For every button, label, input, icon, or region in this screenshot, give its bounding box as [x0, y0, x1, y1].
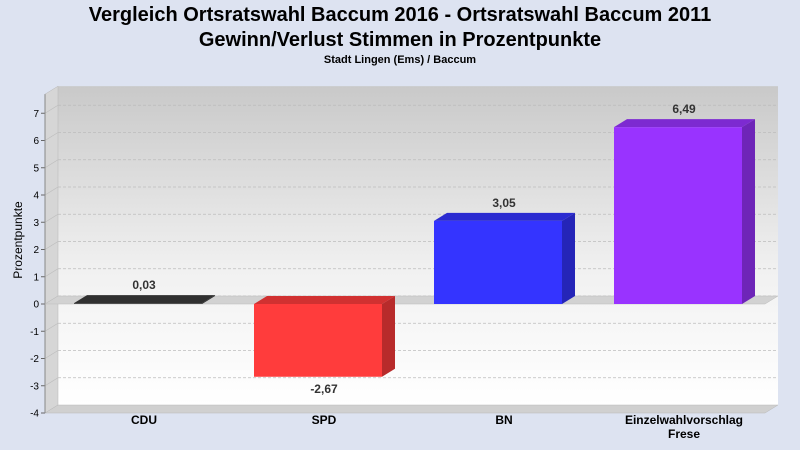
- data-label: 6,49: [672, 102, 696, 116]
- gridline-side: [44, 241, 59, 250]
- bar-front: [614, 127, 742, 305]
- bar-side: [202, 295, 215, 304]
- y-tick-label: 0: [33, 300, 39, 311]
- bar: [254, 296, 395, 377]
- x-tick-label: Frese: [668, 427, 700, 441]
- left-wall: [44, 85, 59, 414]
- bar-side: [382, 296, 395, 377]
- x-tick-label: SPD: [312, 413, 337, 427]
- x-tick-label: Einzelwahlvorschlag: [625, 413, 743, 427]
- bar-top: [254, 296, 395, 304]
- y-tick-label: 5: [33, 163, 39, 174]
- y-tick-label: -4: [30, 409, 39, 420]
- gridline-side: [44, 377, 59, 387]
- bar-side: [742, 119, 755, 305]
- x-tick-label: CDU: [131, 413, 157, 427]
- y-tick-label: -2: [30, 354, 39, 365]
- chart-subtitle: Stadt Lingen (Ems) / Baccum: [323, 54, 477, 66]
- bar: [434, 212, 575, 304]
- bar-top: [434, 212, 575, 221]
- bar-top: [74, 295, 215, 304]
- bar: [74, 295, 215, 304]
- gridline-side: [44, 213, 59, 223]
- y-tick-label: 4: [33, 191, 39, 202]
- y-tick-label: 1: [33, 272, 39, 283]
- bar-front: [74, 303, 202, 304]
- bar-side: [562, 212, 575, 304]
- bar-front: [254, 304, 382, 377]
- data-label: 3,05: [492, 196, 516, 210]
- y-tick-label: 7: [33, 109, 39, 120]
- gridline-side: [44, 132, 59, 141]
- bar-top: [614, 119, 755, 128]
- x-tick-label: BN: [495, 413, 512, 427]
- gridline-side: [44, 350, 59, 359]
- bar-front: [434, 220, 562, 304]
- gridline-side: [44, 159, 59, 169]
- gridline-side: [44, 186, 59, 196]
- y-tick-label: 6: [33, 136, 39, 147]
- y-tick-label: -1: [30, 327, 39, 338]
- y-tick-label: -3: [30, 381, 39, 392]
- gridline-side: [44, 104, 59, 114]
- floor: [44, 404, 779, 414]
- y-axis-title: Prozentpunkte: [11, 201, 25, 279]
- chart-title: Vergleich Ortsratswahl Baccum 2016 - Ort…: [88, 4, 712, 26]
- chart-title-line-2: Gewinn/Verlust Stimmen in Prozentpunkte: [198, 29, 602, 51]
- y-tick-label: 3: [33, 218, 39, 229]
- gridline-side: [44, 322, 59, 332]
- y-tick-label: 2: [33, 245, 39, 256]
- gridline-side: [44, 268, 59, 278]
- bar: [614, 119, 755, 305]
- data-label: 0,03: [132, 278, 156, 292]
- data-label: -2,67: [310, 382, 338, 396]
